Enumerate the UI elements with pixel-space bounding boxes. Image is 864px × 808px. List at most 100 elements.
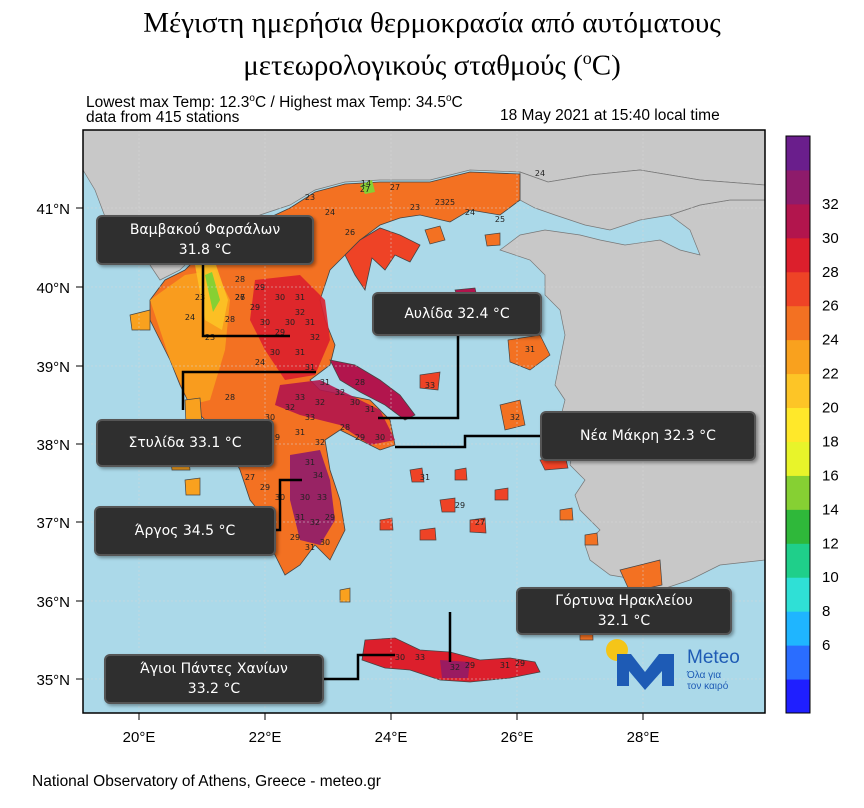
station-value: 28 [235,275,245,284]
station-value: 23 [435,198,445,207]
callout-agioi-pantes-chanion: Άγιοι Πάντες Χανίων 33.2 °C [104,654,324,704]
station-value: 23 [410,203,420,212]
colorbar-swatch [786,136,810,171]
station-value: 28 [340,423,350,432]
map-frame [82,129,766,714]
station-value: 30 [375,433,385,442]
axis-ticks [76,207,644,720]
station-value: 24 [535,169,545,178]
station-value: 32 [295,308,305,317]
colorbar-label: 12 [822,535,839,552]
station-value: 27 [235,293,245,302]
station-value: 30 [350,398,360,407]
colorbar-swatch [786,509,810,544]
datetime-text: 18 May 2021 at 15:40 local time [500,107,720,124]
station-value: 32 [335,388,345,397]
station-value: 25 [495,215,505,224]
callout-vamvakou-farsalon: Βαμβακού Φαρσάλων 31.8 °C [96,215,314,265]
chios-island [499,399,526,431]
meteo-logo [606,639,674,690]
colorbar-swatch [786,441,810,476]
station-value: 29 [455,501,465,510]
colorbar-label: 30 [822,230,839,247]
station-value: 31 [365,405,375,414]
station-value: 14 [361,179,371,188]
colorbar-swatch [786,305,810,341]
station-value: 24 [185,313,195,322]
station-value: 33 [295,393,305,402]
station-value: 23 [305,193,315,202]
latitude-label: 38°N [36,437,70,454]
station-value: 29 [515,659,525,668]
temperature-range-text: Lowest max Temp: 12.3oC / Highest max Te… [86,93,463,112]
station-value: 24 [325,208,335,217]
latitude-label: 39°N [36,359,70,376]
callout-gortyna-irakleiou: Γόρτυνα Ηρακλείου 32.1 °C [516,587,732,635]
station-value: 30 [265,413,275,422]
station-value: 31 [295,513,305,522]
colorbar-outline [785,135,811,714]
station-value: 28 [225,393,235,402]
station-value: 31 [320,378,330,387]
station-value: 28 [225,315,235,324]
colorbar-swatch [786,543,810,578]
latitude-label: 37°N [36,515,70,532]
latitude-label: 41°N [36,201,70,218]
station-value: 30 [260,318,270,327]
colorbar: 32 30 28 26 24 22 20 18 16 14 12 10 8 6 [785,135,839,714]
station-value: 32 [450,663,460,672]
station-value: 31 [525,345,535,354]
hot-region-argolida [290,450,335,545]
colorbar-label: 32 [822,196,839,213]
colorbar-swatch [786,373,810,409]
map-title-line-1: Μέγιστη ημερήσια θερμοκρασία από αυτόματ… [143,7,721,39]
colorbar-swatch [786,271,810,307]
station-value: 29 [270,433,280,442]
station-value: 27 [390,183,400,192]
logo-tagline: Όλα για τον καιρό [687,670,729,692]
station-value: 30 [285,318,295,327]
station-value: 26 [235,293,245,302]
station-value: 31 [420,473,430,482]
station-value: 29 [250,303,260,312]
colorbar-label: 20 [822,400,839,417]
station-value: 30 [300,493,310,502]
colorbar-label: 6 [822,637,830,654]
station-value: 33 [317,493,327,502]
station-count-text: data from 415 stations [86,109,240,126]
station-value: 29 [465,661,475,670]
station-value: 32 [285,403,295,412]
colorbar-label: 8 [822,603,830,620]
hot-region-central [275,380,395,445]
colorbar-label: 26 [822,298,839,315]
colorbar-swatch [786,407,810,442]
station-value: 29 [255,283,265,292]
station-value: 31 [305,458,315,467]
station-value: 31 [500,661,510,670]
crete-hot-region [440,660,470,678]
station-value: 27 [475,518,485,527]
station-value: 29 [290,533,300,542]
colorbar-swatch [786,679,810,714]
station-value: 24 [465,208,475,217]
thasos-island [424,225,446,245]
colorbar-label: 14 [822,501,839,518]
station-value: 32 [510,413,520,422]
colorbar-swatch [786,475,810,510]
colorbar-swatch [786,237,810,273]
callout-argos: Άργος 34.5 °C [94,506,276,556]
station-value: 32 [310,518,320,527]
colorbar-label: 24 [822,332,839,349]
latitude-label: 36°N [36,594,70,611]
station-value: 32 [310,333,320,342]
colorbar-swatch [786,645,810,680]
longitude-label: 26°E [501,729,534,746]
station-value: 28 [355,378,365,387]
station-value: 27 [245,473,255,482]
samothraki-island [484,232,501,247]
hot-region-thessaly [250,275,330,380]
footer-credit: National Observatory of Athens, Greece -… [32,773,381,790]
station-value: 31 [295,428,305,437]
station-value: 23 [205,333,215,342]
colorbar-label: 16 [822,467,839,484]
